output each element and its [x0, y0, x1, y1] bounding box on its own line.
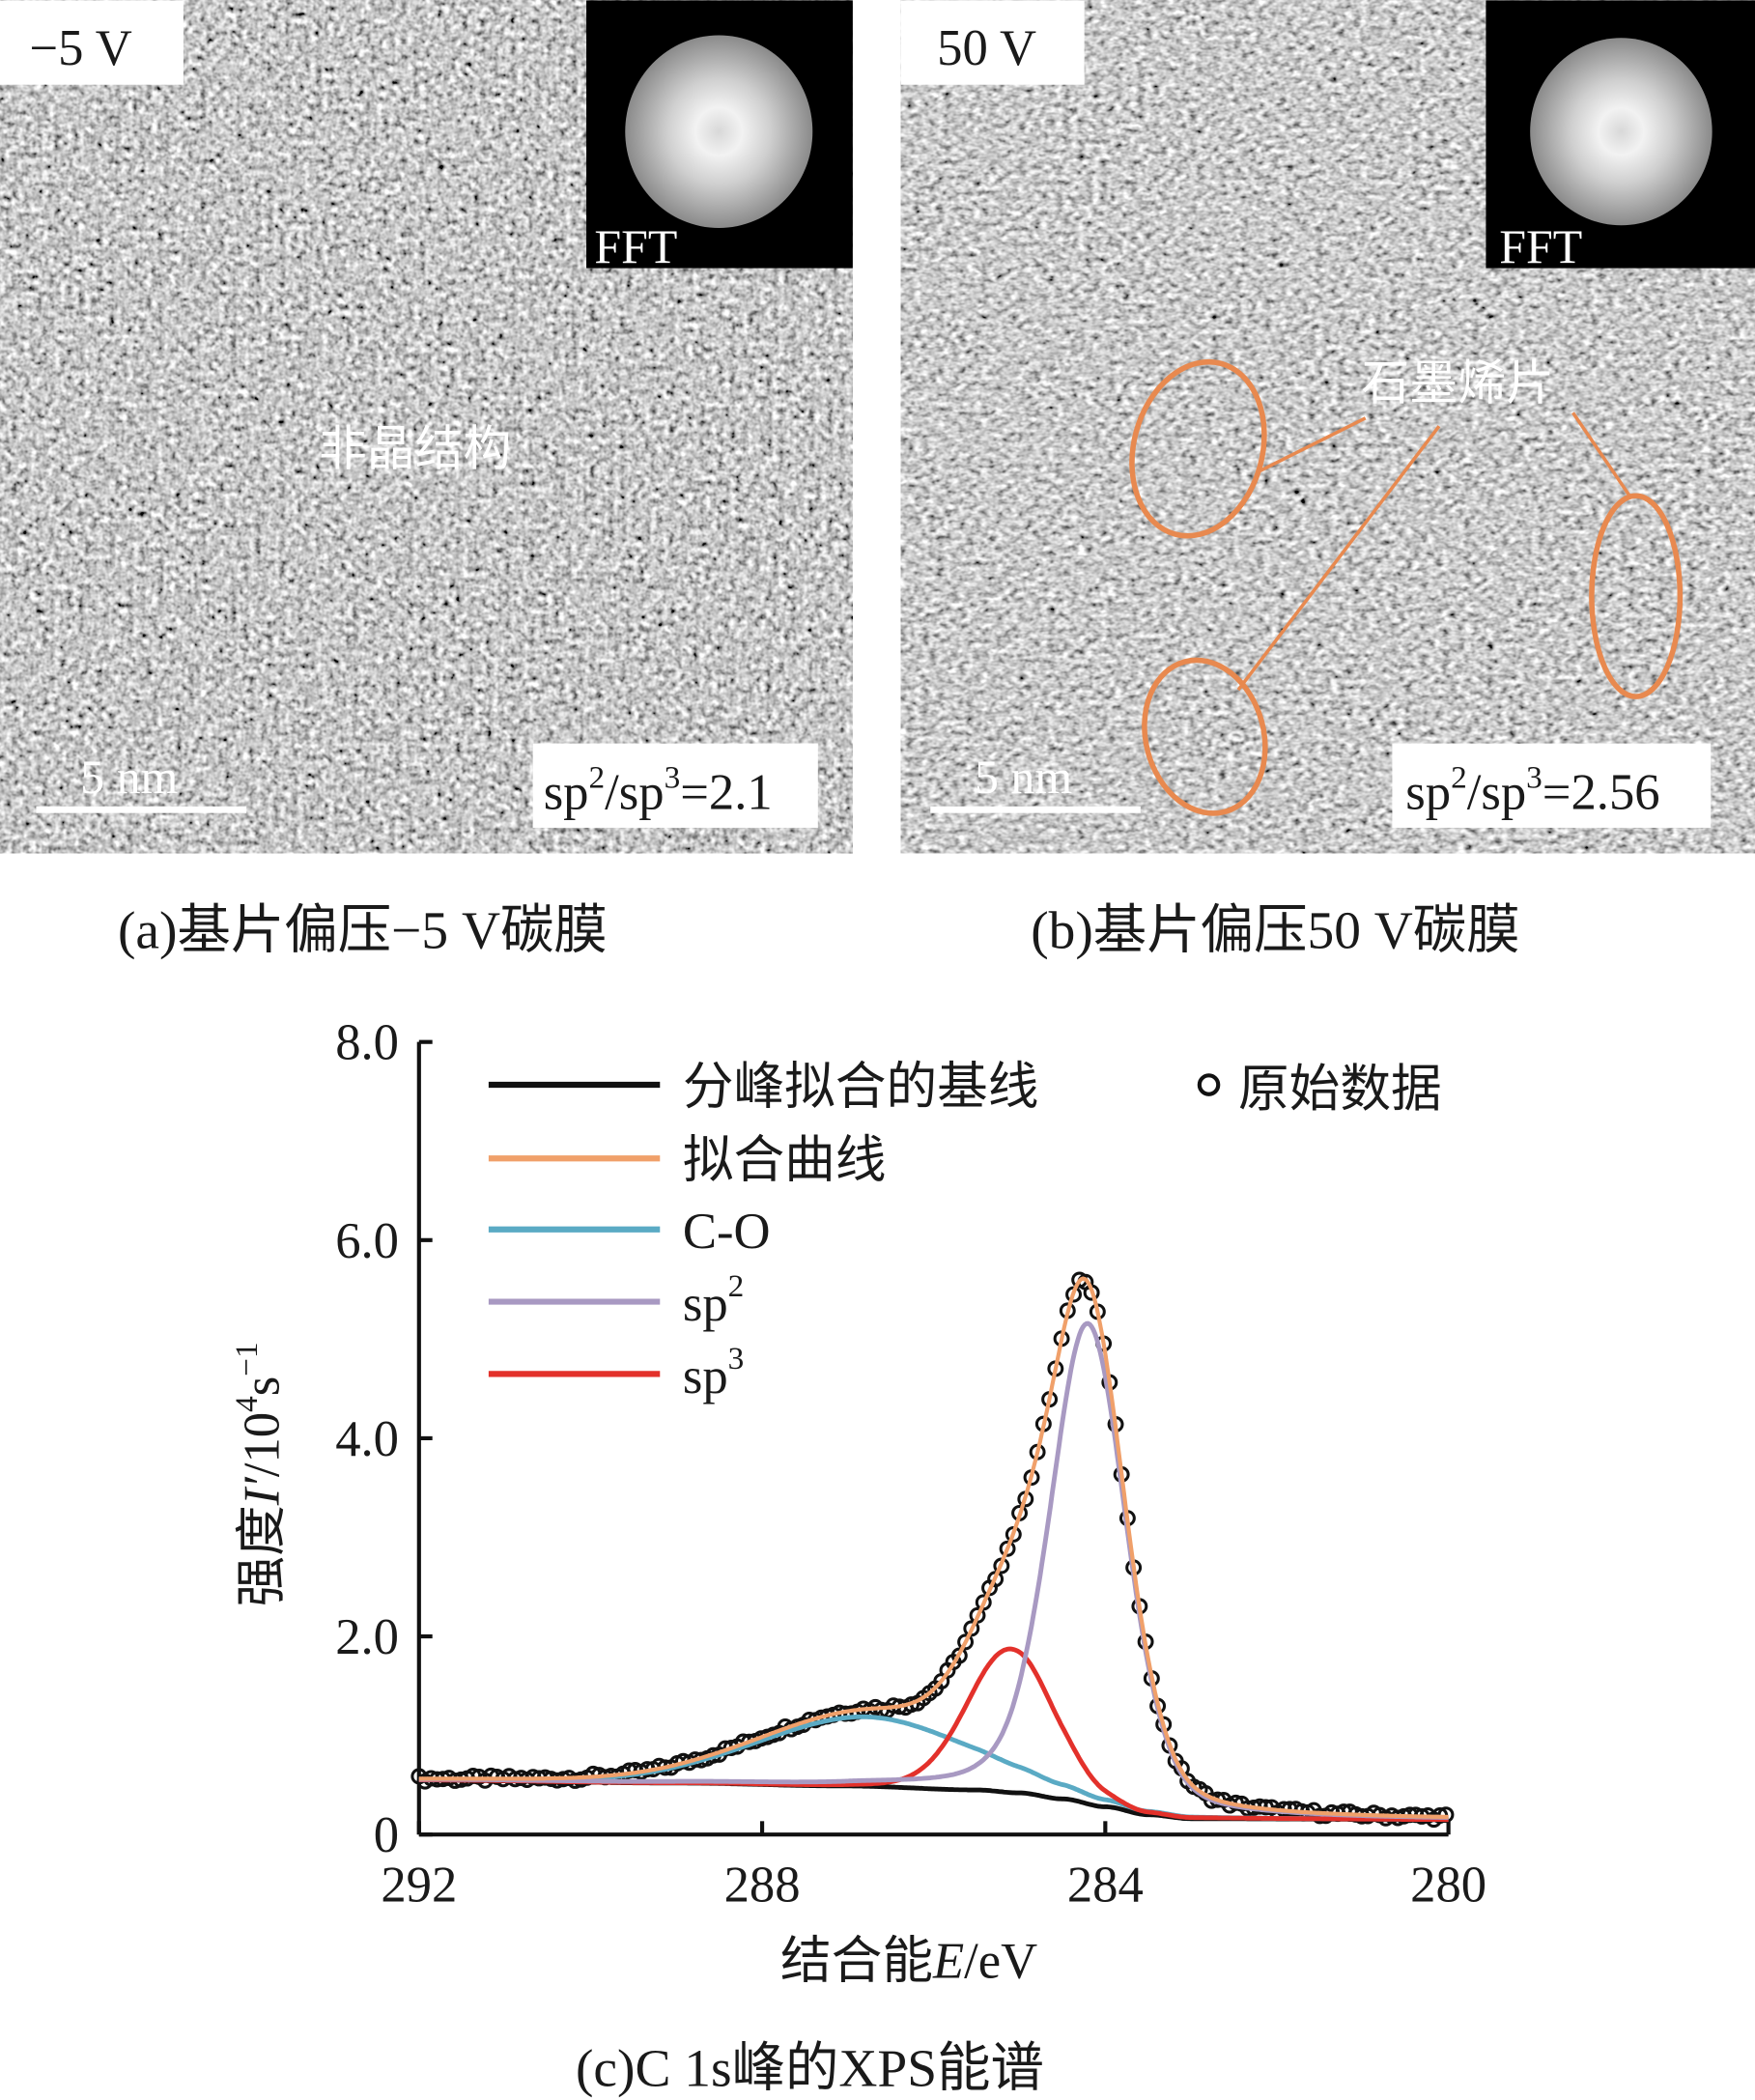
raw-data-point — [963, 1620, 980, 1637]
graphene-highlights — [1129, 358, 1684, 816]
ratio-label-a: sp2/sp3=2.1 — [544, 759, 773, 820]
legend-label-sp2: sp2 — [683, 1268, 744, 1332]
fft-pattern-b — [1530, 38, 1713, 226]
y-tick-label: 0 — [374, 1807, 399, 1863]
scale-bar-label-b: 5 nm — [975, 751, 1072, 804]
x-axis-title: 结合能E/eV — [780, 1933, 1037, 1989]
bias-label-box-a — [0, 0, 184, 85]
raw-data-point — [969, 1606, 986, 1624]
x-tick-label: 280 — [1410, 1857, 1486, 1913]
sp2-series — [418, 1320, 1449, 1820]
caption-b: (b)基片偏压50 V碳膜 — [1031, 901, 1519, 960]
x-tick-label: 284 — [1067, 1857, 1144, 1913]
annotation-b: 石墨烯片 — [1362, 356, 1555, 410]
chart-caption: (c)C 1s峰的XPS能谱 — [576, 2039, 1044, 2098]
caption-a: (a)基片偏压−5 V碳膜 — [118, 901, 608, 960]
legend-marker-raw — [1197, 1073, 1221, 1096]
highlight-ellipse — [1129, 358, 1267, 539]
y-tick-label: 2.0 — [335, 1609, 399, 1665]
highlight-ellipse — [1142, 657, 1268, 816]
bias-label-b: 50 V — [937, 20, 1036, 76]
bias-label-a: −5 V — [29, 20, 131, 76]
pointer-line — [1258, 416, 1367, 473]
fft-label-b: FFT — [1499, 220, 1582, 273]
bias-label-box-b — [900, 0, 1085, 85]
legend-label-baseline: 分峰拟合的基线 — [683, 1059, 1039, 1115]
y-tick-label: 6.0 — [335, 1213, 399, 1269]
series-layer — [410, 1271, 1455, 1829]
scale-bar-a — [36, 806, 247, 813]
y-tick-label: 4.0 — [335, 1411, 399, 1467]
ratio-box-b — [1392, 743, 1712, 828]
raw-data-point — [950, 1647, 968, 1664]
ratio-box-a — [532, 743, 818, 828]
fft-pattern-a — [625, 35, 813, 229]
tem-panel-b: 50 V FFT 石墨烯片 5 nm sp2/sp3=2.56 (b)基片偏压5… — [900, 0, 1755, 960]
raw-data-point — [999, 1540, 1016, 1557]
fit-series — [418, 1276, 1449, 1820]
pointer-line — [1571, 411, 1632, 498]
legend-label-fit: 拟合曲线 — [683, 1133, 887, 1189]
legend-label-co: C-O — [683, 1204, 771, 1260]
legend-label-sp3: sp3 — [683, 1341, 744, 1405]
y-tick-label: 8.0 — [335, 1015, 399, 1071]
fft-label-a: FFT — [594, 220, 677, 273]
scale-bar-label-a: 5 nm — [80, 751, 178, 804]
pointer-line — [1236, 425, 1441, 692]
y-axis-title: 强度I′/104s−1 — [229, 1342, 290, 1606]
annotation-a: 非晶结构 — [319, 422, 512, 475]
raw-data-point — [975, 1594, 992, 1611]
tem-panel-a: −5 V FFT 非晶结构 5 nm sp2/sp3=2.1 (a)基片偏压−5… — [0, 0, 853, 960]
ratio-label-b: sp2/sp3=2.56 — [1405, 759, 1659, 820]
axes: 292 288 284 280 0 2.0 4.0 6.0 8.0 — [335, 1015, 1486, 1914]
x-tick-label: 288 — [724, 1857, 801, 1913]
legend-label-raw: 原始数据 — [1238, 1062, 1442, 1118]
x-tick-label: 292 — [381, 1857, 457, 1913]
scale-bar-b — [930, 806, 1141, 813]
raw-data-point — [957, 1633, 975, 1651]
highlight-ellipse — [1589, 493, 1684, 699]
